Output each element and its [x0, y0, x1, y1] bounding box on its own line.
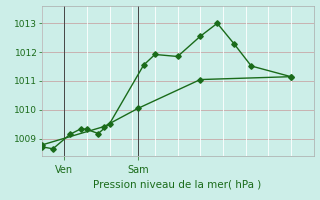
X-axis label: Pression niveau de la mer( hPa ): Pression niveau de la mer( hPa ): [93, 179, 262, 189]
